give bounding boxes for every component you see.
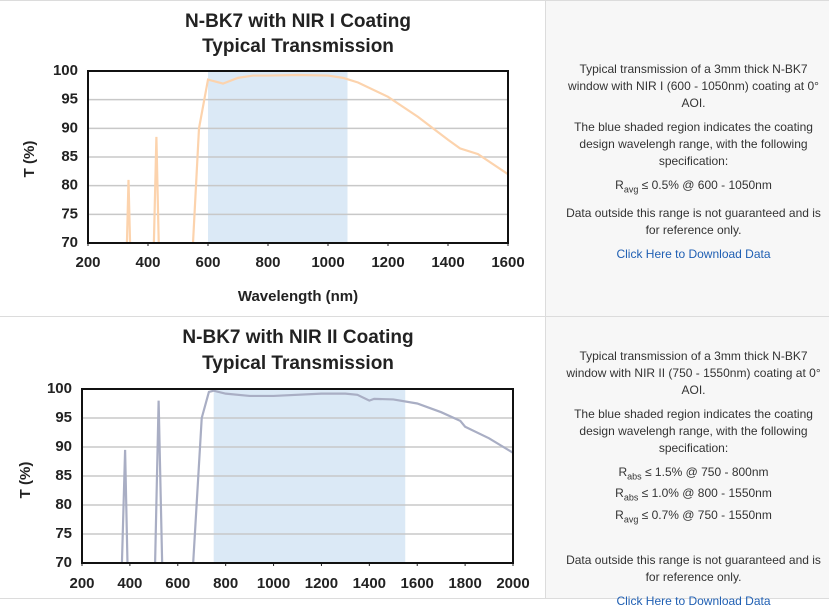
- y-axis-label: T (%): [17, 462, 34, 499]
- description-cell: Typical transmission of a 3mm thick N-BK…: [546, 0, 829, 317]
- x-tick-label: 1600: [491, 254, 524, 271]
- spec-subscript: avg: [623, 184, 639, 195]
- description: Typical transmission of a 3mm thick N-BK…: [568, 62, 819, 110]
- download-link[interactable]: Click Here to Download Data: [616, 594, 771, 609]
- x-tick-label: 600: [165, 575, 190, 592]
- spec-text: ≤ 1.5% @ 750 - 800nm: [645, 465, 769, 479]
- shading-note: The blue shaded region indicates the coa…: [574, 407, 813, 455]
- line-series: [125, 73, 508, 243]
- y-tick-label: 90: [61, 119, 78, 136]
- spec-text: ≤ 0.7% @ 750 - 1550nm: [641, 507, 772, 522]
- chart-title: Typical Transmission: [202, 353, 394, 374]
- chart-cell: N-BK7 with NIR I Coating Typical Transmis…: [0, 0, 546, 317]
- x-tick-label: 800: [255, 254, 280, 271]
- description: Typical transmission of a 3mm thick N-BK…: [566, 349, 821, 397]
- x-axis-label: Wavelength (nm): [238, 288, 358, 305]
- chart-title: N-BK7 with NIR II Coating: [182, 327, 413, 348]
- spec-symbol: R: [615, 507, 624, 522]
- spec-subscript: abs: [623, 492, 639, 503]
- spec-list: Rabs ≤ 1.5% @ 750 - 800nm Rabs ≤ 1.0% @ 8…: [560, 464, 827, 528]
- spec: Ravg ≤ 0.5% @ 600 - 1050nm: [560, 177, 827, 198]
- spec: Ravg ≤ 0.7% @ 750 - 1550nm: [560, 507, 827, 528]
- y-tick-label: 100: [47, 380, 72, 397]
- spec: Rabs ≤ 1.0% @ 800 - 1550nm: [560, 485, 827, 506]
- spec-symbol: R: [618, 465, 628, 479]
- y-tick-label: 70: [55, 554, 72, 571]
- y-tick-label: 100: [53, 62, 78, 79]
- x-tick-label: 1800: [448, 575, 481, 592]
- spec-subscript: avg: [623, 514, 639, 525]
- link-row: Click Here to Download Data: [560, 246, 827, 263]
- x-tick-label: 1400: [431, 254, 464, 271]
- spec-text: ≤ 1.0% @ 800 - 1550nm: [641, 486, 772, 501]
- spec-list: Ravg ≤ 0.5% @ 600 - 1050nm: [560, 177, 827, 198]
- x-tick-label: 1200: [305, 575, 338, 592]
- chart-title: Typical Transmission: [202, 36, 394, 57]
- y-tick-label: 85: [55, 467, 72, 484]
- x-tick-label: 1600: [401, 575, 434, 592]
- x-tick-label: 200: [69, 575, 94, 592]
- plot-frame: [81, 388, 514, 564]
- shading-note: The blue shaded region indicates the coa…: [574, 120, 813, 168]
- spec: Rabs ≤ 1.5% @ 750 - 800nm: [560, 464, 827, 485]
- x-tick-label: 2000: [496, 575, 529, 592]
- y-tick-label: 80: [55, 496, 72, 513]
- y-tick-label: 85: [61, 148, 78, 165]
- description-cell: Typical transmission of a 3mm thick N-BK…: [546, 317, 829, 608]
- spec-text: ≤ 0.5% @ 600 - 1050nm: [641, 178, 772, 192]
- disclaimer: Data outside this range is not guarantee…: [566, 553, 821, 585]
- line-series: [120, 389, 513, 563]
- y-axis-label: T (%): [21, 141, 38, 178]
- y-tick-label: 70: [61, 234, 78, 251]
- x-tick-label: 1400: [353, 575, 386, 592]
- y-tick-label: 80: [61, 177, 78, 194]
- y-tick-label: 95: [55, 409, 72, 426]
- chart-cell: N-BK7 with NIR II Coating Typical Transmi…: [0, 317, 546, 599]
- link-row: Click Here to Download Data: [560, 593, 827, 610]
- x-tick-label: 600: [195, 254, 220, 271]
- chart: N-BK7 with NIR II Coating Typical Transmi…: [17, 327, 530, 592]
- y-tick-label: 75: [61, 205, 78, 222]
- x-tick-label: 400: [135, 254, 160, 271]
- chart: N-BK7 with NIR I Coating Typical Transmis…: [21, 11, 525, 305]
- y-tick-label: 90: [55, 438, 72, 455]
- download-link[interactable]: Click Here to Download Data: [616, 247, 771, 262]
- x-tick-label: 1000: [257, 575, 290, 592]
- chart-title: N-BK7 with NIR I Coating: [185, 11, 411, 32]
- spec-symbol: R: [615, 178, 624, 192]
- disclaimer: Data outside this range is not guarantee…: [566, 206, 821, 238]
- spec-symbol: R: [615, 486, 624, 501]
- plot-frame: [87, 70, 509, 244]
- x-tick-label: 200: [75, 254, 100, 271]
- x-tick-label: 1000: [311, 254, 344, 271]
- x-tick-label: 1200: [371, 254, 404, 271]
- y-tick-label: 75: [55, 525, 72, 542]
- y-tick-label: 95: [61, 91, 78, 108]
- x-tick-label: 800: [213, 575, 238, 592]
- x-tick-label: 400: [117, 575, 142, 592]
- spec-subscript: abs: [627, 471, 642, 482]
